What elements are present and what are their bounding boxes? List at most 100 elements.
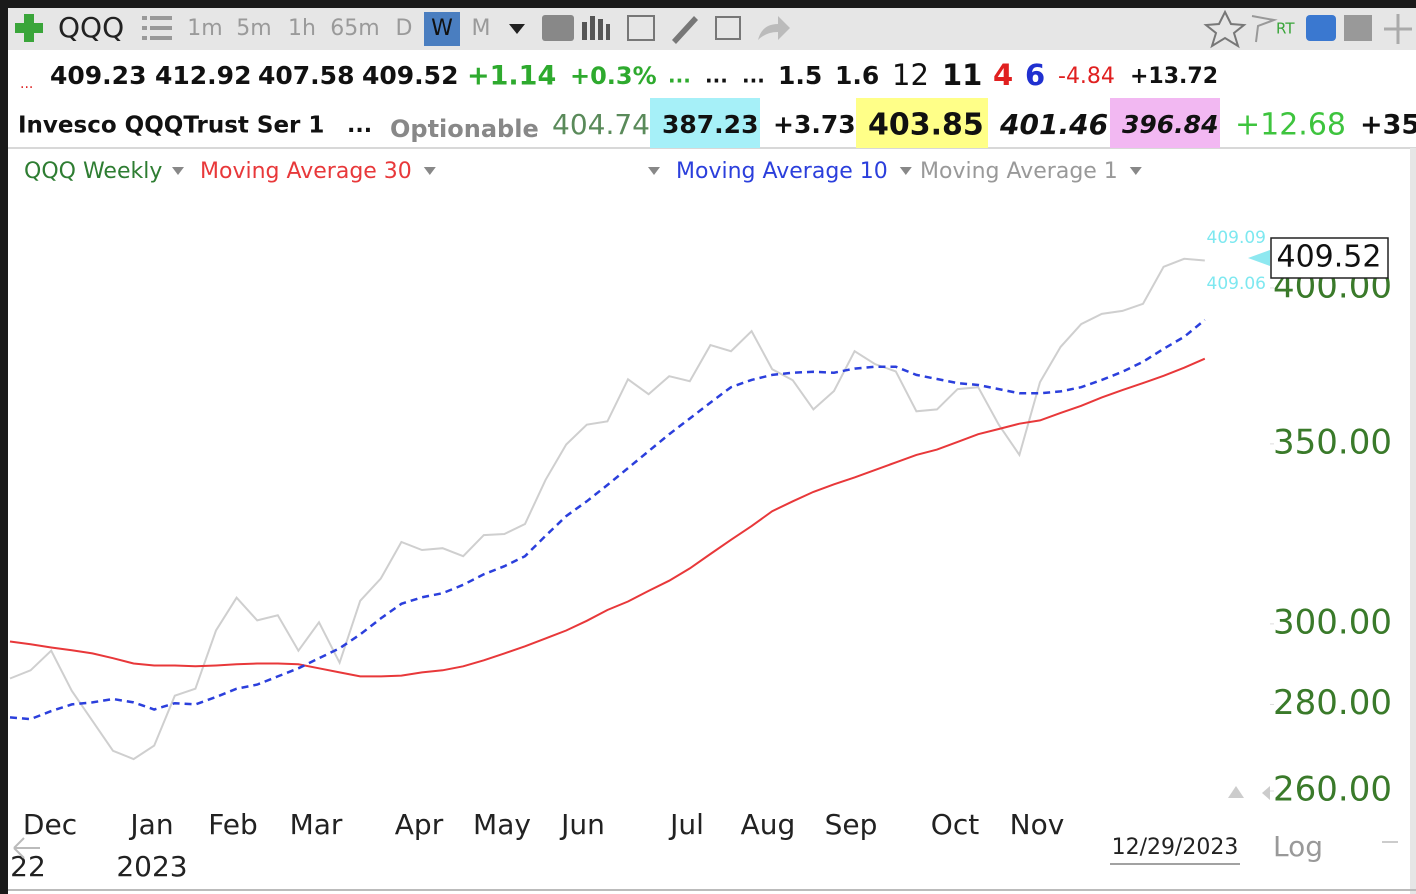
interval[interactable]: 1m: [187, 16, 222, 41]
right-edge: [1410, 148, 1416, 894]
top-border: [0, 0, 1416, 8]
y-tick-label: 300.00: [1273, 602, 1392, 642]
highlight-yellow: [856, 98, 988, 148]
scale-label[interactable]: Log: [1273, 830, 1323, 863]
copy-icon[interactable]: [715, 16, 741, 40]
quote-field: -4.84: [1058, 64, 1115, 89]
symbol[interactable]: QQQ: [58, 11, 124, 44]
legend-entry[interactable]: Moving Average 10: [676, 159, 888, 184]
quote-field: 387.23: [662, 110, 758, 139]
quote-field: 1.5: [778, 61, 822, 90]
annotation: 409.06: [1207, 274, 1266, 294]
series-line: [9, 357, 1206, 678]
interval[interactable]: 1h: [288, 16, 316, 41]
series-line: [9, 318, 1206, 721]
scroll-up-icon[interactable]: [1228, 786, 1244, 798]
bars-icon[interactable]: [582, 16, 610, 40]
text-tool-icon[interactable]: [542, 15, 574, 41]
highlight-pink: [1110, 98, 1220, 148]
x-tick-label: Apr: [395, 808, 444, 841]
quote-field: 409.52: [362, 61, 458, 90]
quote-field: +35: [1360, 110, 1416, 141]
sv-icon[interactable]: [1306, 15, 1336, 41]
rt-label[interactable]: RT: [1276, 20, 1295, 38]
legend-entry[interactable]: Moving Average 1: [920, 159, 1118, 184]
add-icon[interactable]: [15, 14, 43, 42]
date-label[interactable]: 12/29/2023: [1112, 835, 1239, 860]
x-tick-label: May: [473, 808, 531, 841]
quote-field: 12: [892, 58, 929, 92]
dropdown-icon[interactable]: [1129, 167, 1142, 175]
quote-field: +1.14: [467, 61, 556, 92]
quote-field: ...: [668, 64, 691, 88]
last-price: 409.52: [1277, 240, 1382, 275]
x-tick-label: Jul: [668, 808, 704, 841]
quote-field: Invesco QQQTrust Ser 1: [18, 113, 324, 139]
y-tick-label: 350.00: [1273, 422, 1392, 462]
quote-field: 396.84: [1122, 110, 1218, 139]
dropdown-icon[interactable]: [423, 167, 436, 175]
year-label: 2023: [116, 850, 187, 883]
x-tick-label: Oct: [931, 808, 979, 841]
x-tick-label: Jan: [128, 808, 173, 841]
flag-icon[interactable]: [1251, 15, 1278, 43]
share-icon[interactable]: [758, 16, 790, 40]
interval[interactable]: 5m: [236, 16, 271, 41]
dropdown-icon[interactable]: [509, 24, 525, 34]
price-pointer: [1248, 250, 1270, 266]
quote-field: 4: [993, 58, 1013, 92]
highlight-cyan: [650, 98, 760, 148]
chart-title[interactable]: QQQ Weekly: [24, 159, 162, 184]
year-label: 22: [10, 850, 46, 883]
quote-field: ...: [705, 64, 728, 88]
series-line: [9, 257, 1205, 761]
scroll-arrows-icon[interactable]: [13, 837, 40, 859]
quote-field: 407.58: [258, 61, 354, 90]
toolbar: [8, 8, 1416, 50]
interval[interactable]: M: [472, 16, 491, 41]
quote-field: 11: [942, 58, 982, 92]
annotation: 409.09: [1207, 228, 1266, 248]
quote-field: +12.68: [1235, 108, 1346, 143]
active-interval-bg: [424, 12, 460, 46]
move-icon[interactable]: [1384, 14, 1412, 44]
quote-field: ...: [20, 76, 33, 92]
last-price-box: [1270, 237, 1389, 279]
dropdown-icon[interactable]: [899, 167, 912, 175]
x-tick-label: Aug: [741, 808, 796, 841]
quote-field: 412.92: [155, 61, 251, 90]
interval[interactable]: W: [431, 16, 453, 41]
quote-field: +13.72: [1130, 64, 1218, 89]
x-tick-label: Sep: [825, 808, 878, 841]
x-tick-label: Nov: [1010, 808, 1065, 841]
y-tick-label: 280.00: [1273, 683, 1392, 723]
quote-field: ...: [347, 113, 372, 138]
y-tick-label: 260.00: [1273, 769, 1392, 809]
quote-field: 401.46: [999, 108, 1108, 141]
grid-icon[interactable]: [627, 15, 655, 41]
interval[interactable]: 65m: [330, 16, 379, 41]
pencil-icon[interactable]: [672, 16, 698, 44]
x-tick-label: Dec: [23, 808, 77, 841]
quote-field: 404.74: [552, 108, 650, 141]
dropdown-icon[interactable]: [648, 167, 660, 175]
quote-field: +3.73: [773, 110, 856, 139]
legend-entry[interactable]: Moving Average 30: [200, 159, 412, 184]
x-tick-label: Mar: [290, 808, 343, 841]
quote-field: 1.6: [835, 61, 879, 90]
quote-field: +0.3%: [570, 62, 657, 90]
quote-field: 6: [1025, 58, 1045, 92]
star-icon[interactable]: [1203, 9, 1247, 49]
dropdown-icon[interactable]: [172, 167, 184, 175]
quote-field: ...: [742, 64, 765, 88]
interval[interactable]: D: [396, 16, 413, 41]
quote-field: Optionable: [390, 115, 539, 143]
scroll-left-icon[interactable]: [1262, 786, 1270, 800]
x-tick-label: Jun: [559, 808, 605, 841]
x-tick-label: Feb: [208, 808, 258, 841]
left-border: [0, 0, 8, 894]
quote-field: 409.23: [50, 61, 146, 90]
save-icon[interactable]: [1344, 15, 1372, 41]
list-icon[interactable]: [142, 16, 172, 40]
